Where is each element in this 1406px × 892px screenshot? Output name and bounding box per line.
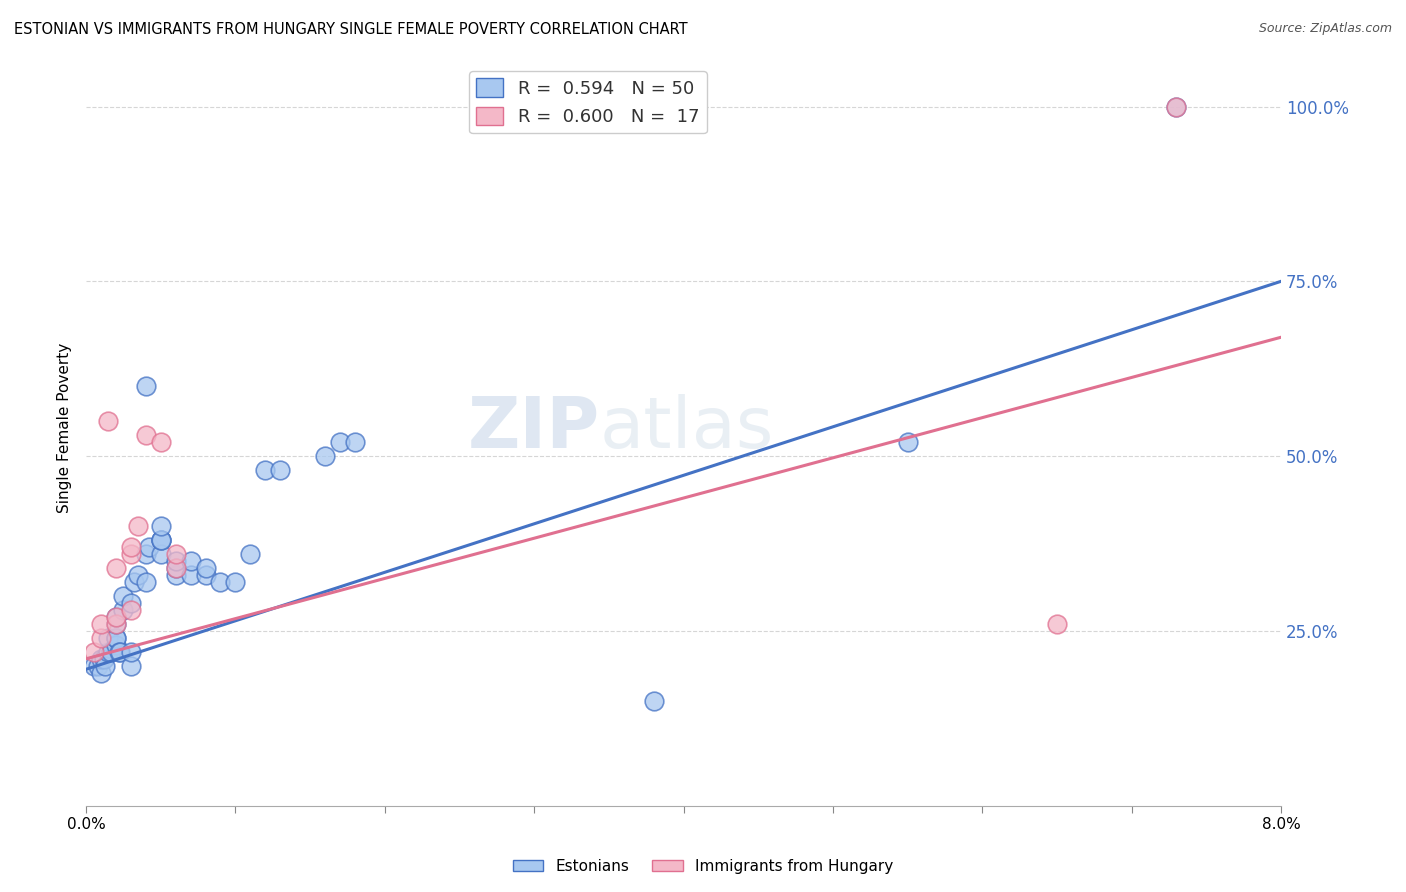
Point bbox=[165, 547, 187, 561]
Point bbox=[149, 533, 172, 547]
Point bbox=[104, 631, 127, 645]
Point bbox=[180, 568, 202, 582]
Point bbox=[165, 554, 187, 568]
Point bbox=[180, 554, 202, 568]
Point bbox=[209, 574, 232, 589]
Point bbox=[269, 463, 291, 477]
Point bbox=[100, 645, 122, 659]
Point bbox=[643, 694, 665, 708]
Text: atlas: atlas bbox=[600, 393, 775, 463]
Point bbox=[104, 561, 127, 575]
Point bbox=[90, 665, 112, 680]
Text: ZIP: ZIP bbox=[468, 393, 600, 463]
Point bbox=[104, 616, 127, 631]
Point bbox=[120, 645, 142, 659]
Point bbox=[120, 596, 142, 610]
Point bbox=[149, 519, 172, 533]
Point bbox=[108, 645, 131, 659]
Point bbox=[83, 645, 105, 659]
Point bbox=[83, 658, 105, 673]
Point bbox=[120, 547, 142, 561]
Point bbox=[104, 610, 127, 624]
Text: ESTONIAN VS IMMIGRANTS FROM HUNGARY SINGLE FEMALE POVERTY CORRELATION CHART: ESTONIAN VS IMMIGRANTS FROM HUNGARY SING… bbox=[14, 22, 688, 37]
Point bbox=[1166, 100, 1188, 114]
Point bbox=[112, 589, 135, 603]
Point bbox=[120, 540, 142, 554]
Point bbox=[104, 631, 127, 645]
Point bbox=[165, 561, 187, 575]
Point bbox=[239, 547, 262, 561]
Point bbox=[896, 435, 918, 450]
Point bbox=[110, 645, 132, 659]
Point bbox=[87, 658, 110, 673]
Point bbox=[149, 533, 172, 547]
Point bbox=[127, 568, 149, 582]
Point bbox=[149, 435, 172, 450]
Point bbox=[135, 574, 157, 589]
Point bbox=[135, 547, 157, 561]
Point bbox=[1046, 616, 1069, 631]
Point bbox=[90, 616, 112, 631]
Point bbox=[138, 540, 160, 554]
Point bbox=[1166, 100, 1188, 114]
Legend: R =  0.594   N = 50, R =  0.600   N =  17: R = 0.594 N = 50, R = 0.600 N = 17 bbox=[470, 71, 707, 133]
Point bbox=[127, 519, 149, 533]
Point bbox=[135, 379, 157, 393]
Point bbox=[104, 610, 127, 624]
Point bbox=[194, 568, 217, 582]
Point bbox=[149, 533, 172, 547]
Point bbox=[97, 414, 120, 428]
Point bbox=[165, 568, 187, 582]
Text: Source: ZipAtlas.com: Source: ZipAtlas.com bbox=[1258, 22, 1392, 36]
Point bbox=[97, 631, 120, 645]
Point bbox=[224, 574, 246, 589]
Point bbox=[93, 652, 115, 666]
Point bbox=[120, 603, 142, 617]
Point bbox=[90, 631, 112, 645]
Legend: Estonians, Immigrants from Hungary: Estonians, Immigrants from Hungary bbox=[506, 853, 900, 880]
Point bbox=[165, 561, 187, 575]
Point bbox=[104, 616, 127, 631]
Point bbox=[90, 652, 112, 666]
Point bbox=[329, 435, 352, 450]
Point bbox=[343, 435, 366, 450]
Point bbox=[194, 561, 217, 575]
Point bbox=[254, 463, 277, 477]
Point bbox=[104, 638, 127, 652]
Point bbox=[135, 428, 157, 442]
Point bbox=[112, 603, 135, 617]
Point bbox=[97, 645, 120, 659]
Point bbox=[122, 574, 145, 589]
Y-axis label: Single Female Poverty: Single Female Poverty bbox=[58, 343, 72, 513]
Point bbox=[120, 658, 142, 673]
Point bbox=[314, 449, 336, 463]
Point bbox=[94, 658, 117, 673]
Point bbox=[149, 547, 172, 561]
